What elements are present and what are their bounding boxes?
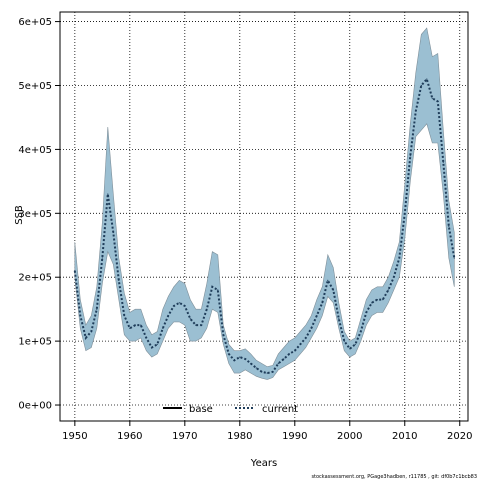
- current-point: [305, 337, 307, 339]
- current-point: [250, 362, 252, 365]
- current-point: [277, 362, 279, 365]
- current-point: [189, 318, 191, 320]
- legend-base-label: base: [189, 404, 213, 415]
- current-point: [321, 302, 323, 304]
- x-axis-title: Years: [250, 458, 277, 469]
- current-point: [387, 289, 389, 291]
- current-point: [299, 343, 301, 345]
- current-point: [96, 308, 98, 310]
- data-points: [74, 78, 455, 374]
- current-point: [431, 97, 433, 99]
- x-tick-label: 2020: [447, 431, 472, 442]
- current-point: [118, 279, 120, 281]
- current-point: [200, 324, 202, 326]
- x-tick-label: 1960: [117, 431, 142, 442]
- y-tick-label: 4e+05: [18, 145, 52, 156]
- current-point: [288, 353, 290, 355]
- current-point: [349, 348, 351, 350]
- current-point: [360, 330, 362, 333]
- current-point: [382, 299, 384, 301]
- x-tick-label: 1980: [227, 431, 252, 442]
- current-point: [261, 371, 263, 373]
- current-point: [112, 231, 114, 234]
- current-point: [178, 302, 180, 304]
- current-point: [156, 343, 158, 345]
- y-tick-label: 3e+05: [18, 209, 52, 220]
- current-point: [453, 257, 455, 259]
- y-tick-label: 6e+05: [18, 17, 52, 28]
- current-point: [393, 276, 395, 278]
- current-point: [211, 286, 213, 288]
- current-point: [294, 350, 296, 352]
- current-point: [376, 299, 378, 301]
- current-point: [442, 161, 444, 163]
- current-point: [415, 110, 417, 112]
- current-point: [365, 311, 367, 313]
- current-point: [151, 346, 153, 349]
- current-series-line: [73, 77, 456, 375]
- current-point: [327, 279, 329, 281]
- current-point: [184, 305, 186, 307]
- x-tick-label: 2000: [337, 431, 362, 442]
- y-tick-label: 5e+05: [18, 81, 52, 92]
- current-point: [222, 334, 224, 336]
- current-point: [437, 100, 439, 103]
- current-point: [85, 337, 87, 339]
- current-point: [134, 324, 136, 326]
- x-tick-label: 1970: [172, 431, 197, 442]
- current-point: [316, 315, 318, 317]
- current-point: [167, 315, 169, 317]
- current-point: [239, 356, 241, 358]
- current-point: [409, 155, 411, 157]
- current-point: [74, 270, 76, 272]
- y-tick-label: 0e+00: [18, 401, 52, 412]
- y-axis-title: SSB: [14, 205, 25, 225]
- current-point: [332, 289, 334, 291]
- current-point: [101, 257, 103, 259]
- current-point: [420, 84, 422, 87]
- current-point: [244, 358, 246, 360]
- current-point: [448, 225, 450, 227]
- x-tick-label: 1990: [282, 431, 307, 442]
- current-point: [123, 315, 125, 317]
- current-point: [140, 324, 142, 326]
- legend-current-label: current: [262, 404, 298, 415]
- current-point: [310, 327, 312, 329]
- current-point: [129, 327, 131, 329]
- current-point: [371, 302, 373, 304]
- current-point: [338, 318, 340, 320]
- plot-frame: [59, 11, 469, 422]
- current-point: [404, 212, 406, 214]
- legend: base current: [163, 404, 298, 415]
- current-point: [343, 340, 345, 342]
- current-point: [107, 193, 109, 195]
- footer-text: stockassessment.org, PGage3hadben, r1178…: [311, 474, 477, 480]
- current-point: [173, 305, 175, 307]
- current-point: [217, 289, 219, 291]
- current-point: [228, 353, 230, 355]
- y-tick-label: 2e+05: [18, 273, 52, 284]
- current-point: [283, 358, 285, 360]
- y-axis: 0e+00 1e+05 2e+05 3e+05 4e+05 5e+05 6e+05: [18, 17, 60, 412]
- x-tick-label: 2010: [392, 431, 417, 442]
- confidence-band: [74, 27, 455, 380]
- current-point: [79, 315, 81, 317]
- current-point: [145, 337, 147, 339]
- current-point: [162, 327, 164, 329]
- current-point: [426, 78, 428, 80]
- current-point: [255, 367, 257, 369]
- x-tick-label: 1950: [62, 431, 87, 442]
- y-tick-label: 1e+05: [18, 337, 52, 348]
- current-point: [206, 308, 208, 310]
- current-point: [233, 359, 235, 361]
- current-point: [272, 371, 274, 373]
- x-axis: 1950 1960 1970 1980 1990 2000 2010 2020: [62, 421, 472, 442]
- current-point: [398, 257, 400, 259]
- current-point: [195, 324, 197, 326]
- current-point: [90, 330, 92, 333]
- current-point: [354, 343, 356, 345]
- current-point: [266, 372, 268, 374]
